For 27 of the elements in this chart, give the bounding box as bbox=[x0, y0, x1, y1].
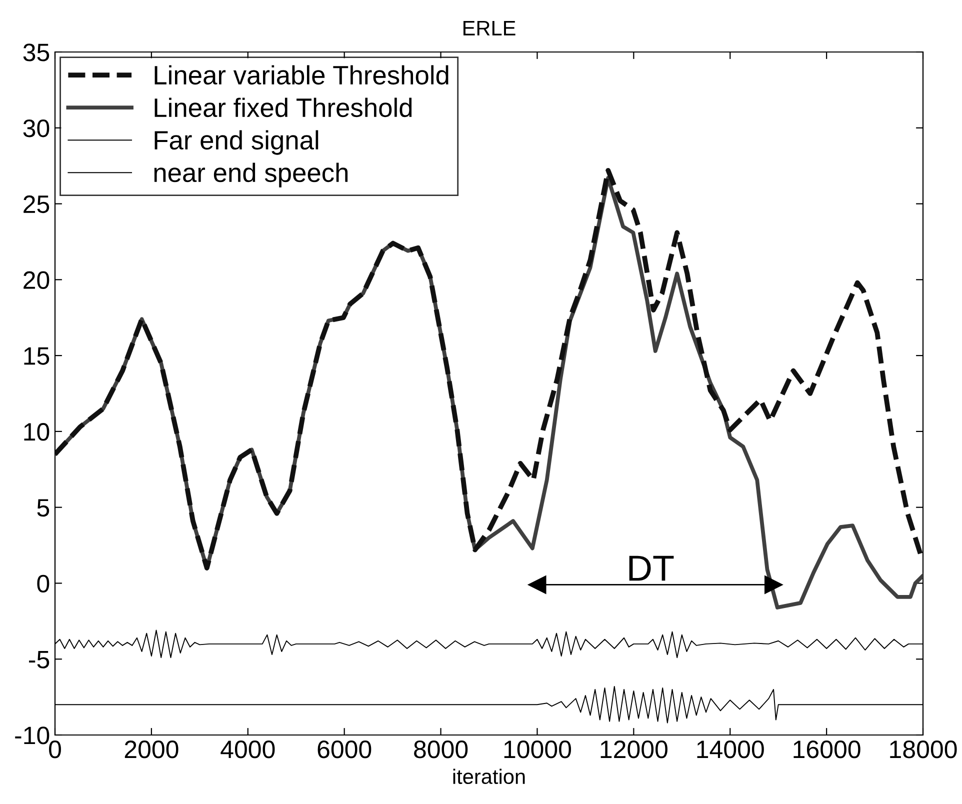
chart-title: ERLE bbox=[463, 21, 516, 36]
x-tick-label: 4000 bbox=[220, 740, 275, 758]
y-tick-label: 30 bbox=[23, 119, 50, 138]
legend-label: Linear variable Threshold bbox=[154, 65, 448, 85]
annotation: DT bbox=[629, 556, 674, 581]
y-tick-label: -10 bbox=[15, 726, 50, 744]
y-tick-label: -5 bbox=[29, 650, 50, 668]
y-tick-label: 35 bbox=[23, 44, 50, 62]
y-tick-label: 0 bbox=[37, 574, 50, 593]
y-tick-label: 10 bbox=[24, 423, 50, 441]
y-tick-label: 15 bbox=[24, 347, 50, 365]
y-tick-label: 5 bbox=[37, 499, 50, 517]
x-tick-label: 6000 bbox=[318, 740, 372, 758]
y-tick-label: 20 bbox=[24, 271, 50, 289]
x-tick-label: 12000 bbox=[600, 740, 668, 758]
x-tick-label: 0 bbox=[49, 740, 61, 758]
x-tick-label: 18000 bbox=[890, 740, 957, 758]
x-tick-label: 16000 bbox=[794, 740, 860, 758]
y-tick-label: 25 bbox=[24, 195, 50, 214]
x-tick-label: 8000 bbox=[414, 740, 468, 758]
x-tick-label: 14000 bbox=[697, 740, 764, 758]
legend-label: Far end signal bbox=[154, 130, 318, 155]
x-tick-label: 2000 bbox=[124, 740, 178, 758]
x-tick-label: 10000 bbox=[504, 740, 572, 758]
x-axis-title: iteration bbox=[453, 768, 525, 784]
legend-label: Linear fixed Threshold bbox=[154, 98, 412, 118]
legend-label: near end speech bbox=[154, 162, 348, 188]
